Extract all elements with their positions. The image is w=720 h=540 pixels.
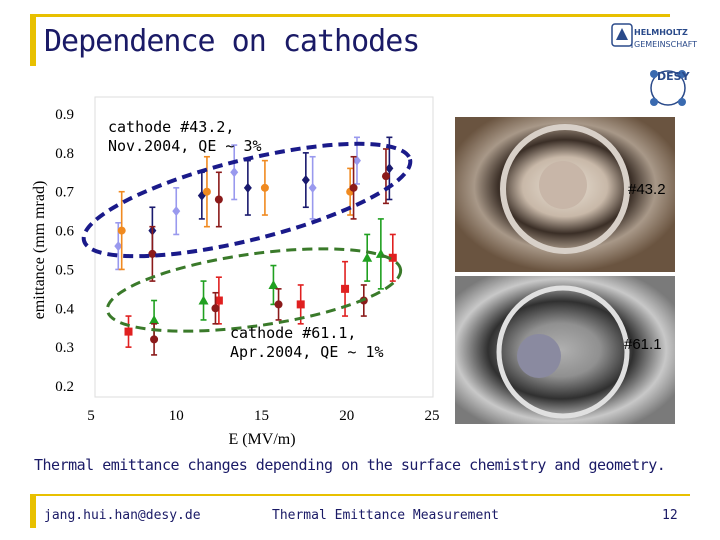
cathode1-line2: Nov.2004, QE ~ 3%	[108, 137, 262, 155]
logo-line1: HELMHOLTZ	[634, 28, 688, 37]
cathode2-line2: Apr.2004, QE ~ 1%	[230, 343, 384, 361]
page-number: 12	[662, 508, 678, 523]
y-tick-label: 0.3	[55, 340, 74, 356]
y-tick-label: 0.9	[55, 107, 74, 123]
data-point	[214, 296, 223, 305]
helmholtz-logo	[611, 23, 686, 106]
footer-accent-bar	[30, 494, 36, 528]
data-point	[117, 226, 126, 235]
data-point	[362, 252, 373, 262]
data-point	[230, 167, 239, 178]
data-point	[385, 163, 394, 174]
data-point	[150, 335, 159, 344]
data-point	[124, 327, 133, 336]
data-point	[352, 155, 361, 166]
cathode-61-1-ellipse	[105, 247, 403, 333]
y-tick-label: 0.5	[55, 262, 74, 278]
data-point	[211, 304, 220, 313]
x-axis-label: E (MV/m)	[228, 431, 295, 448]
data-point	[349, 183, 358, 192]
y-axis-label: emittance (mm mrad)	[31, 181, 48, 320]
data-point	[172, 206, 181, 217]
data-point	[268, 279, 279, 289]
data-point	[202, 187, 211, 196]
data-point	[243, 182, 252, 193]
cathode-43-2-photo	[455, 117, 675, 272]
plot-frame	[94, 96, 434, 398]
photo1-label: #43.2	[628, 181, 666, 198]
photo2-label: #61.1	[624, 336, 662, 353]
footer-title: Thermal Emittance Measurement	[272, 508, 499, 523]
x-tick-label: 15	[254, 408, 269, 424]
data-point	[260, 183, 269, 192]
cathode-61-1-photo	[455, 276, 675, 424]
cathode1-line1: cathode #43.2,	[108, 118, 235, 136]
y-tick-label: 0.7	[55, 185, 74, 201]
x-tick-label: 25	[425, 408, 440, 424]
cathode2-annotation: cathode #61.1, Apr.2004, QE ~ 1%	[230, 324, 384, 362]
x-tick-label: 10	[169, 408, 184, 424]
x-tick-label: 20	[339, 408, 354, 424]
data-point	[296, 300, 305, 309]
data-point	[308, 182, 317, 193]
cathode2-line1: cathode #61.1,	[230, 324, 357, 342]
y-tick-label: 0.8	[55, 146, 74, 162]
footer-accent-line	[30, 494, 690, 496]
slide-title: Dependence on cathodes	[44, 24, 420, 59]
data-point	[149, 314, 160, 324]
data-point	[388, 253, 397, 262]
data-point	[381, 172, 390, 181]
logo-line2: GEMEINSCHAFT	[634, 40, 698, 49]
y-tick-label: 0.2	[55, 379, 74, 395]
y-tick-label: 0.6	[55, 224, 74, 240]
footer-email: jang.hui.han@desy.de	[44, 508, 201, 523]
y-tick-label: 0.4	[55, 301, 74, 317]
data-point	[341, 284, 350, 293]
data-point	[114, 241, 123, 252]
cathode-43-2-ellipse	[81, 141, 413, 259]
x-tick-label: 5	[87, 408, 95, 424]
data-point	[214, 195, 223, 204]
title-accent-line	[30, 14, 670, 17]
data-point	[274, 300, 283, 309]
data-point	[148, 249, 157, 258]
data-point	[198, 295, 209, 305]
slide-caption: Thermal emittance changes depending on t…	[34, 456, 666, 474]
logo-badge: DESY	[657, 70, 690, 83]
data-point	[301, 175, 310, 186]
title-accent-bar	[30, 14, 36, 66]
cathode1-annotation: cathode #43.2, Nov.2004, QE ~ 3%	[108, 118, 262, 156]
